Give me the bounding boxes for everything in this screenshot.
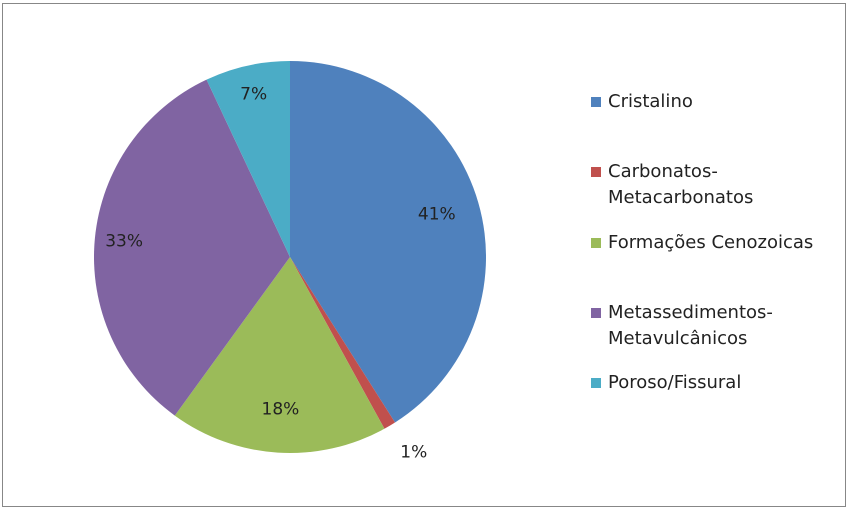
legend-label-4-line-1: Metassedimentos- (608, 302, 773, 323)
legend-marker-2 (591, 167, 601, 177)
legend-label-5-line-1: Poroso/Fissural (608, 372, 741, 393)
legend-marker-1 (591, 97, 601, 107)
pie-slice-5 (206, 61, 290, 257)
legend-marker-5 (591, 378, 601, 388)
legend-marker-4 (591, 308, 601, 318)
pie-slices (93, 61, 487, 453)
pie-slice-3 (174, 257, 385, 453)
pie-slice-2 (290, 257, 396, 429)
legend-label-2-line-2: Metacarbonatos (608, 187, 753, 208)
pie-slice-4 (93, 79, 291, 416)
pie-slice-1 (290, 61, 487, 423)
data-label-4: 33% (105, 231, 143, 251)
data-label-1: 41% (418, 204, 456, 224)
data-label-5: 7% (240, 84, 267, 104)
data-label-3: 18% (262, 400, 300, 420)
legend-label-2-line-1: Carbonatos- (608, 161, 718, 182)
legend-label-3-line-1: Formações Cenozoicas (608, 232, 813, 253)
data-label-2: 1% (400, 443, 427, 463)
legend-label-1-line-1: Cristalino (608, 91, 693, 112)
legend: Cristalino Carbonatos- Metacarbonatos Forma… (591, 91, 813, 393)
data-labels: 41% 1% 18% 33% 7% (105, 84, 455, 462)
legend-label-4-line-2: Metavulcânicos (608, 328, 747, 349)
legend-marker-3 (591, 238, 601, 248)
